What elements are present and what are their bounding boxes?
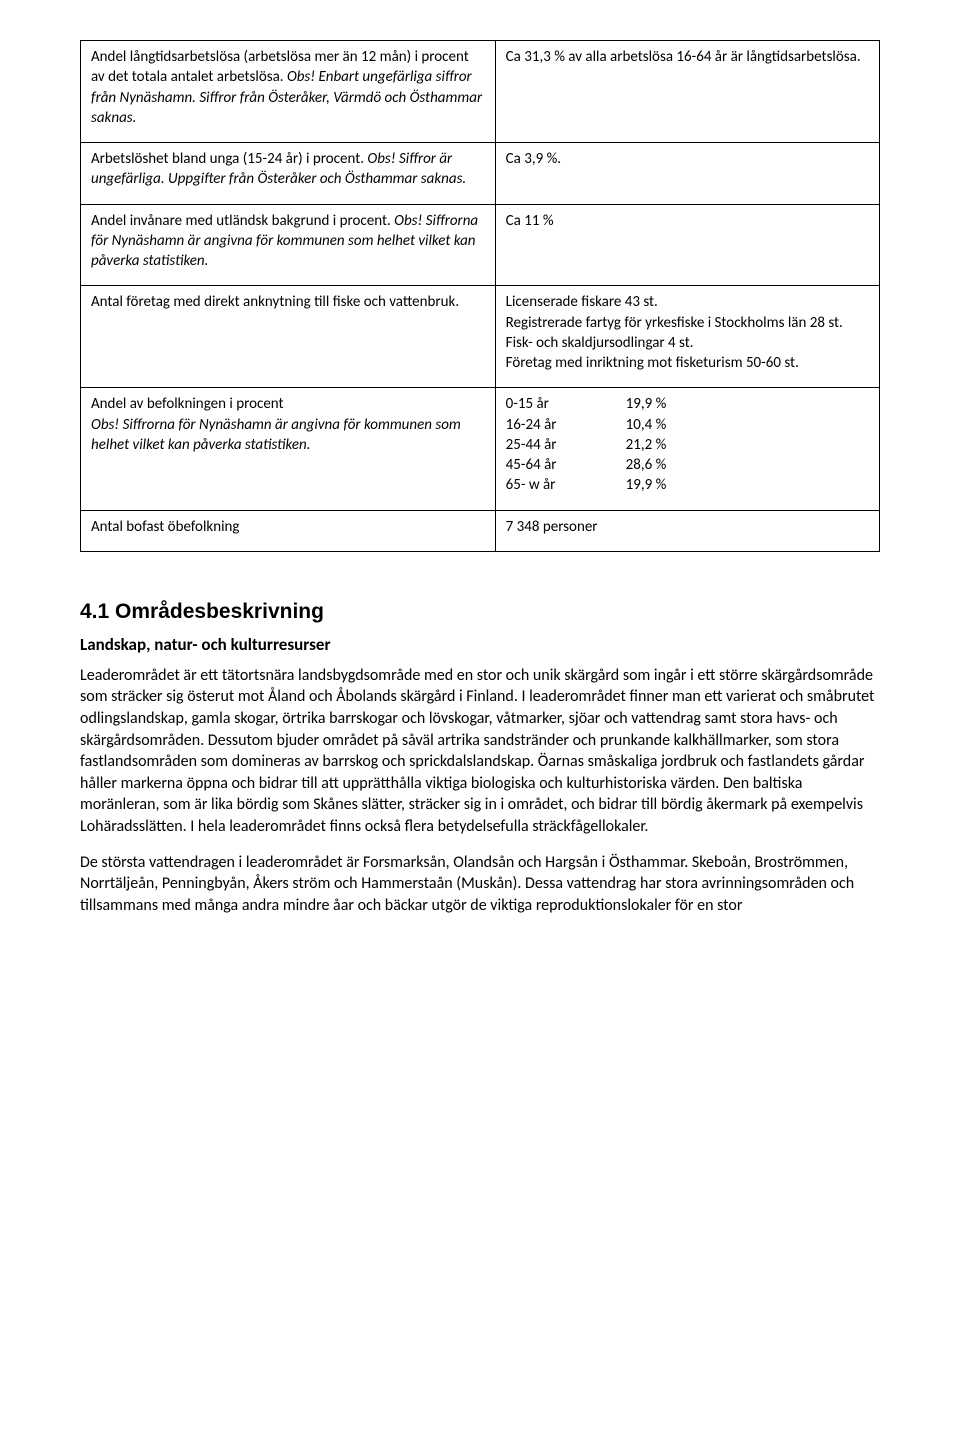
- age-label: 16-24 år: [506, 415, 626, 435]
- cell-main-text: Andel invånare med utländsk bakgrund i p…: [91, 212, 394, 230]
- cell-note-text: Obs! Siffrorna för Nynäshamn är angivna …: [91, 416, 461, 454]
- age-label: 45-64 år: [506, 455, 626, 475]
- table-cell-left: Andel långtidsarbetslösa (arbetslösa mer…: [81, 41, 496, 143]
- cell-value-text: Ca 3,9 %.: [506, 150, 561, 168]
- statistics-table: Andel långtidsarbetslösa (arbetslösa mer…: [80, 40, 880, 552]
- table-row: Antal bofast öbefolkning 7 348 personer: [81, 510, 880, 551]
- table-row: Andel invånare med utländsk bakgrund i p…: [81, 204, 880, 286]
- cell-main-text: Andel av befolkningen i procent: [91, 394, 485, 414]
- cell-line: Registrerade fartyg för yrkesfiske i Sto…: [506, 313, 869, 333]
- table-cell-right: Ca 31,3 % av alla arbetslösa 16-64 år är…: [495, 41, 879, 143]
- age-value: 21,2 %: [626, 435, 667, 455]
- cell-main-text: Antal företag med direkt anknytning till…: [91, 293, 459, 311]
- age-row: 0-15 år 19,9 %: [506, 394, 869, 414]
- section-heading: 4.1 Områdesbeskrivning: [80, 600, 880, 624]
- age-value: 19,9 %: [626, 475, 667, 495]
- age-value: 10,4 %: [626, 415, 667, 435]
- section-subheading: Landskap, natur- och kulturresurser: [80, 634, 880, 655]
- age-row: 65- w år 19,9 %: [506, 475, 869, 495]
- age-row: 25-44 år 21,2 %: [506, 435, 869, 455]
- table-row: Andel av befolkningen i procent Obs! Sif…: [81, 388, 880, 510]
- age-row: 16-24 år 10,4 %: [506, 415, 869, 435]
- table-cell-left: Andel av befolkningen i procent Obs! Sif…: [81, 388, 496, 510]
- table-row: Arbetslöshet bland unga (15-24 år) i pro…: [81, 143, 880, 205]
- table-cell-left: Andel invånare med utländsk bakgrund i p…: [81, 204, 496, 286]
- body-paragraph: De största vattendragen i leaderområdet …: [80, 852, 880, 917]
- document-page: Andel långtidsarbetslösa (arbetslösa mer…: [0, 0, 960, 970]
- cell-line: Fisk- och skaldjursodlingar 4 st.: [506, 333, 869, 353]
- body-paragraph: Leaderområdet är ett tätortsnära landsby…: [80, 665, 880, 838]
- table-cell-right: Ca 11 %: [495, 204, 879, 286]
- cell-value-text: Ca 31,3 % av alla arbetslösa 16-64 år är…: [506, 48, 861, 66]
- table-cell-right: 7 348 personer: [495, 510, 879, 551]
- cell-line: Licenserade fiskare 43 st.: [506, 292, 869, 312]
- age-value: 28,6 %: [626, 455, 667, 475]
- age-label: 25-44 år: [506, 435, 626, 455]
- table-cell-right: Ca 3,9 %.: [495, 143, 879, 205]
- table-row: Andel långtidsarbetslösa (arbetslösa mer…: [81, 41, 880, 143]
- table-cell-left: Antal bofast öbefolkning: [81, 510, 496, 551]
- table-row: Antal företag med direkt anknytning till…: [81, 286, 880, 388]
- table-cell-right: 0-15 år 19,9 % 16-24 år 10,4 % 25-44 år …: [495, 388, 879, 510]
- cell-value-text: Ca 11 %: [506, 212, 554, 230]
- age-label: 65- w år: [506, 475, 626, 495]
- cell-main-text: Arbetslöshet bland unga (15-24 år) i pro…: [91, 150, 367, 168]
- table-cell-left: Antal företag med direkt anknytning till…: [81, 286, 496, 388]
- table-cell-right: Licenserade fiskare 43 st. Registrerade …: [495, 286, 879, 388]
- age-row: 45-64 år 28,6 %: [506, 455, 869, 475]
- age-label: 0-15 år: [506, 394, 626, 414]
- cell-line: Företag med inriktning mot fisketurism 5…: [506, 353, 869, 373]
- table-cell-left: Arbetslöshet bland unga (15-24 år) i pro…: [81, 143, 496, 205]
- age-value: 19,9 %: [626, 394, 667, 414]
- cell-value-text: 7 348 personer: [506, 518, 598, 536]
- cell-main-text: Antal bofast öbefolkning: [91, 518, 239, 536]
